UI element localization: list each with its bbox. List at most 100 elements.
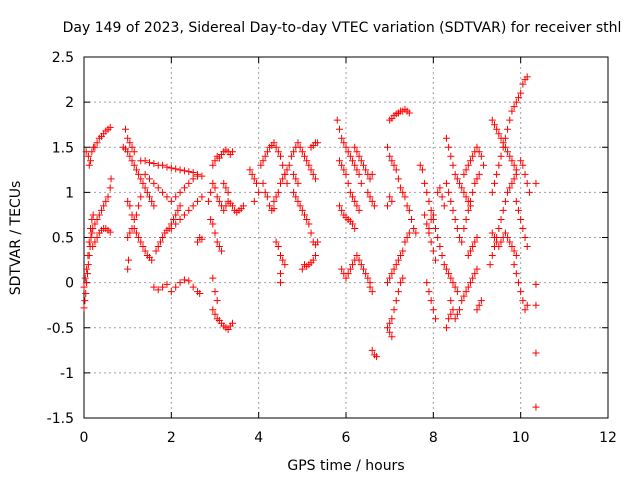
data-point-marker bbox=[493, 170, 501, 178]
data-point-marker bbox=[471, 179, 479, 187]
data-point-marker bbox=[362, 270, 370, 278]
data-point-marker bbox=[344, 179, 352, 187]
data-point-marker bbox=[130, 148, 138, 156]
data-point-marker bbox=[514, 279, 522, 287]
data-point-marker bbox=[338, 161, 346, 169]
data-point-marker bbox=[89, 211, 97, 219]
data-point-marker bbox=[523, 301, 531, 309]
data-point-marker bbox=[106, 228, 114, 236]
data-point-marker bbox=[211, 229, 219, 237]
data-point-marker bbox=[399, 274, 407, 282]
data-point-marker bbox=[309, 256, 317, 264]
data-point-marker bbox=[159, 283, 167, 291]
data-point-marker bbox=[135, 202, 143, 210]
data-point-marker bbox=[523, 73, 531, 81]
data-point-marker bbox=[532, 349, 540, 357]
data-point-marker bbox=[497, 152, 505, 160]
data-point-marker bbox=[473, 143, 481, 151]
data-point-marker bbox=[272, 143, 280, 151]
data-point-marker bbox=[141, 184, 149, 192]
data-point-marker bbox=[124, 234, 132, 241]
data-point-marker bbox=[228, 319, 236, 327]
data-point-marker bbox=[266, 202, 274, 210]
data-point-marker bbox=[272, 238, 280, 246]
data-point-marker bbox=[394, 175, 402, 183]
data-point-marker bbox=[146, 193, 153, 201]
data-point-marker bbox=[176, 166, 184, 174]
data-point-marker bbox=[432, 315, 440, 323]
data-point-marker bbox=[165, 224, 173, 232]
data-point-marker bbox=[213, 297, 221, 305]
data-point-marker bbox=[349, 261, 357, 269]
data-point-marker bbox=[399, 188, 407, 196]
data-point-marker bbox=[357, 179, 365, 187]
data-point-marker bbox=[346, 188, 354, 196]
data-point-marker bbox=[368, 288, 376, 296]
data-point-marker bbox=[185, 277, 193, 285]
data-point-marker bbox=[462, 166, 470, 174]
data-point-marker bbox=[207, 188, 215, 196]
data-point-marker bbox=[445, 143, 453, 151]
data-point-marker bbox=[211, 288, 219, 296]
data-point-marker bbox=[97, 206, 105, 214]
data-point-marker bbox=[401, 193, 409, 201]
data-point-marker bbox=[410, 224, 418, 232]
data-point-marker bbox=[87, 234, 95, 241]
data-point-marker bbox=[170, 215, 178, 223]
data-point-marker bbox=[501, 229, 509, 237]
x-tick-label: 12 bbox=[599, 430, 617, 446]
data-point-marker bbox=[449, 161, 457, 169]
data-point-marker bbox=[353, 148, 361, 156]
data-point-marker bbox=[458, 238, 466, 246]
data-point-marker bbox=[139, 243, 147, 251]
data-point-marker bbox=[370, 202, 378, 210]
data-point-marker bbox=[261, 188, 269, 196]
data-point-marker bbox=[497, 215, 505, 223]
data-point-marker bbox=[499, 139, 507, 147]
data-point-marker bbox=[88, 148, 96, 156]
data-point-marker bbox=[451, 315, 459, 323]
data-point-marker bbox=[353, 166, 361, 174]
data-point-marker bbox=[283, 179, 291, 187]
data-point-marker bbox=[277, 270, 284, 278]
data-point-marker bbox=[222, 184, 230, 192]
data-point-marker bbox=[521, 306, 529, 314]
data-point-marker bbox=[124, 148, 132, 156]
y-tick-label: 2 bbox=[65, 95, 74, 111]
data-point-marker bbox=[416, 161, 424, 169]
data-point-marker bbox=[488, 188, 496, 196]
data-point-marker bbox=[189, 202, 197, 210]
data-point-marker bbox=[154, 243, 162, 251]
data-point-marker bbox=[355, 206, 363, 214]
data-point-marker bbox=[189, 283, 197, 291]
data-point-marker bbox=[279, 161, 287, 169]
data-point-marker bbox=[460, 292, 468, 300]
data-point-marker bbox=[349, 157, 357, 165]
data-point-marker bbox=[423, 220, 431, 228]
data-points bbox=[80, 73, 540, 411]
data-point-marker bbox=[281, 261, 289, 269]
data-point-marker bbox=[81, 274, 89, 282]
data-point-marker bbox=[451, 170, 459, 178]
data-point-marker bbox=[495, 224, 503, 232]
data-point-marker bbox=[239, 202, 247, 210]
data-point-marker bbox=[172, 193, 180, 201]
data-point-marker bbox=[475, 170, 483, 178]
data-point-marker bbox=[335, 202, 343, 210]
data-point-marker bbox=[213, 238, 221, 246]
data-point-marker bbox=[194, 238, 202, 246]
data-point-marker bbox=[257, 161, 265, 169]
data-point-marker bbox=[84, 152, 92, 160]
data-point-marker bbox=[355, 256, 363, 264]
data-point-marker bbox=[497, 238, 505, 246]
data-point-marker bbox=[512, 98, 520, 106]
y-tick-label: 0.5 bbox=[52, 231, 74, 247]
data-point-marker bbox=[353, 252, 361, 260]
data-point-marker bbox=[357, 261, 365, 269]
data-point-marker bbox=[180, 167, 188, 175]
data-point-marker bbox=[521, 234, 529, 241]
y-tick-label: -0.5 bbox=[47, 321, 74, 337]
data-point-marker bbox=[508, 243, 516, 251]
data-point-marker bbox=[464, 161, 472, 169]
